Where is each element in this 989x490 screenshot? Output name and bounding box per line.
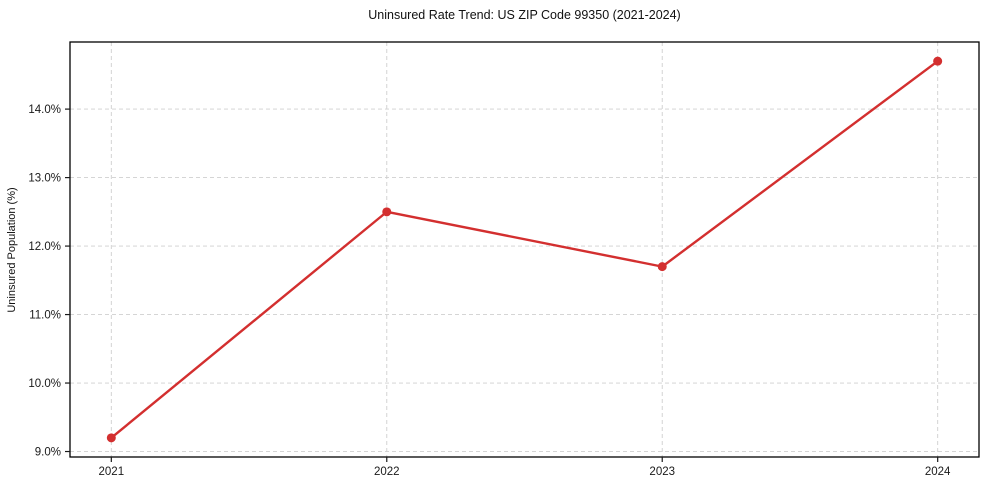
y-tick-label: 14.0% [28,104,61,116]
y-tick-label: 10.0% [28,378,61,390]
y-tick-label: 11.0% [29,310,61,322]
trend-line [110,59,939,440]
data-point [382,207,392,217]
axes-frame [69,41,980,458]
x-tick-label: 2021 [99,466,125,478]
data-point [106,433,116,443]
data-point [933,56,943,66]
x-tick-label: 2024 [925,466,951,478]
x-tick-label: 2022 [374,466,400,478]
y-tick-label: 9.0% [35,447,61,459]
data-point [657,262,667,272]
x-tick-label: 2023 [649,466,675,478]
y-tick-label: 12.0% [28,241,61,253]
chart-title: Uninsured Rate Trend: US ZIP Code 99350 … [368,8,681,22]
y-tick-label: 13.0% [28,173,61,185]
